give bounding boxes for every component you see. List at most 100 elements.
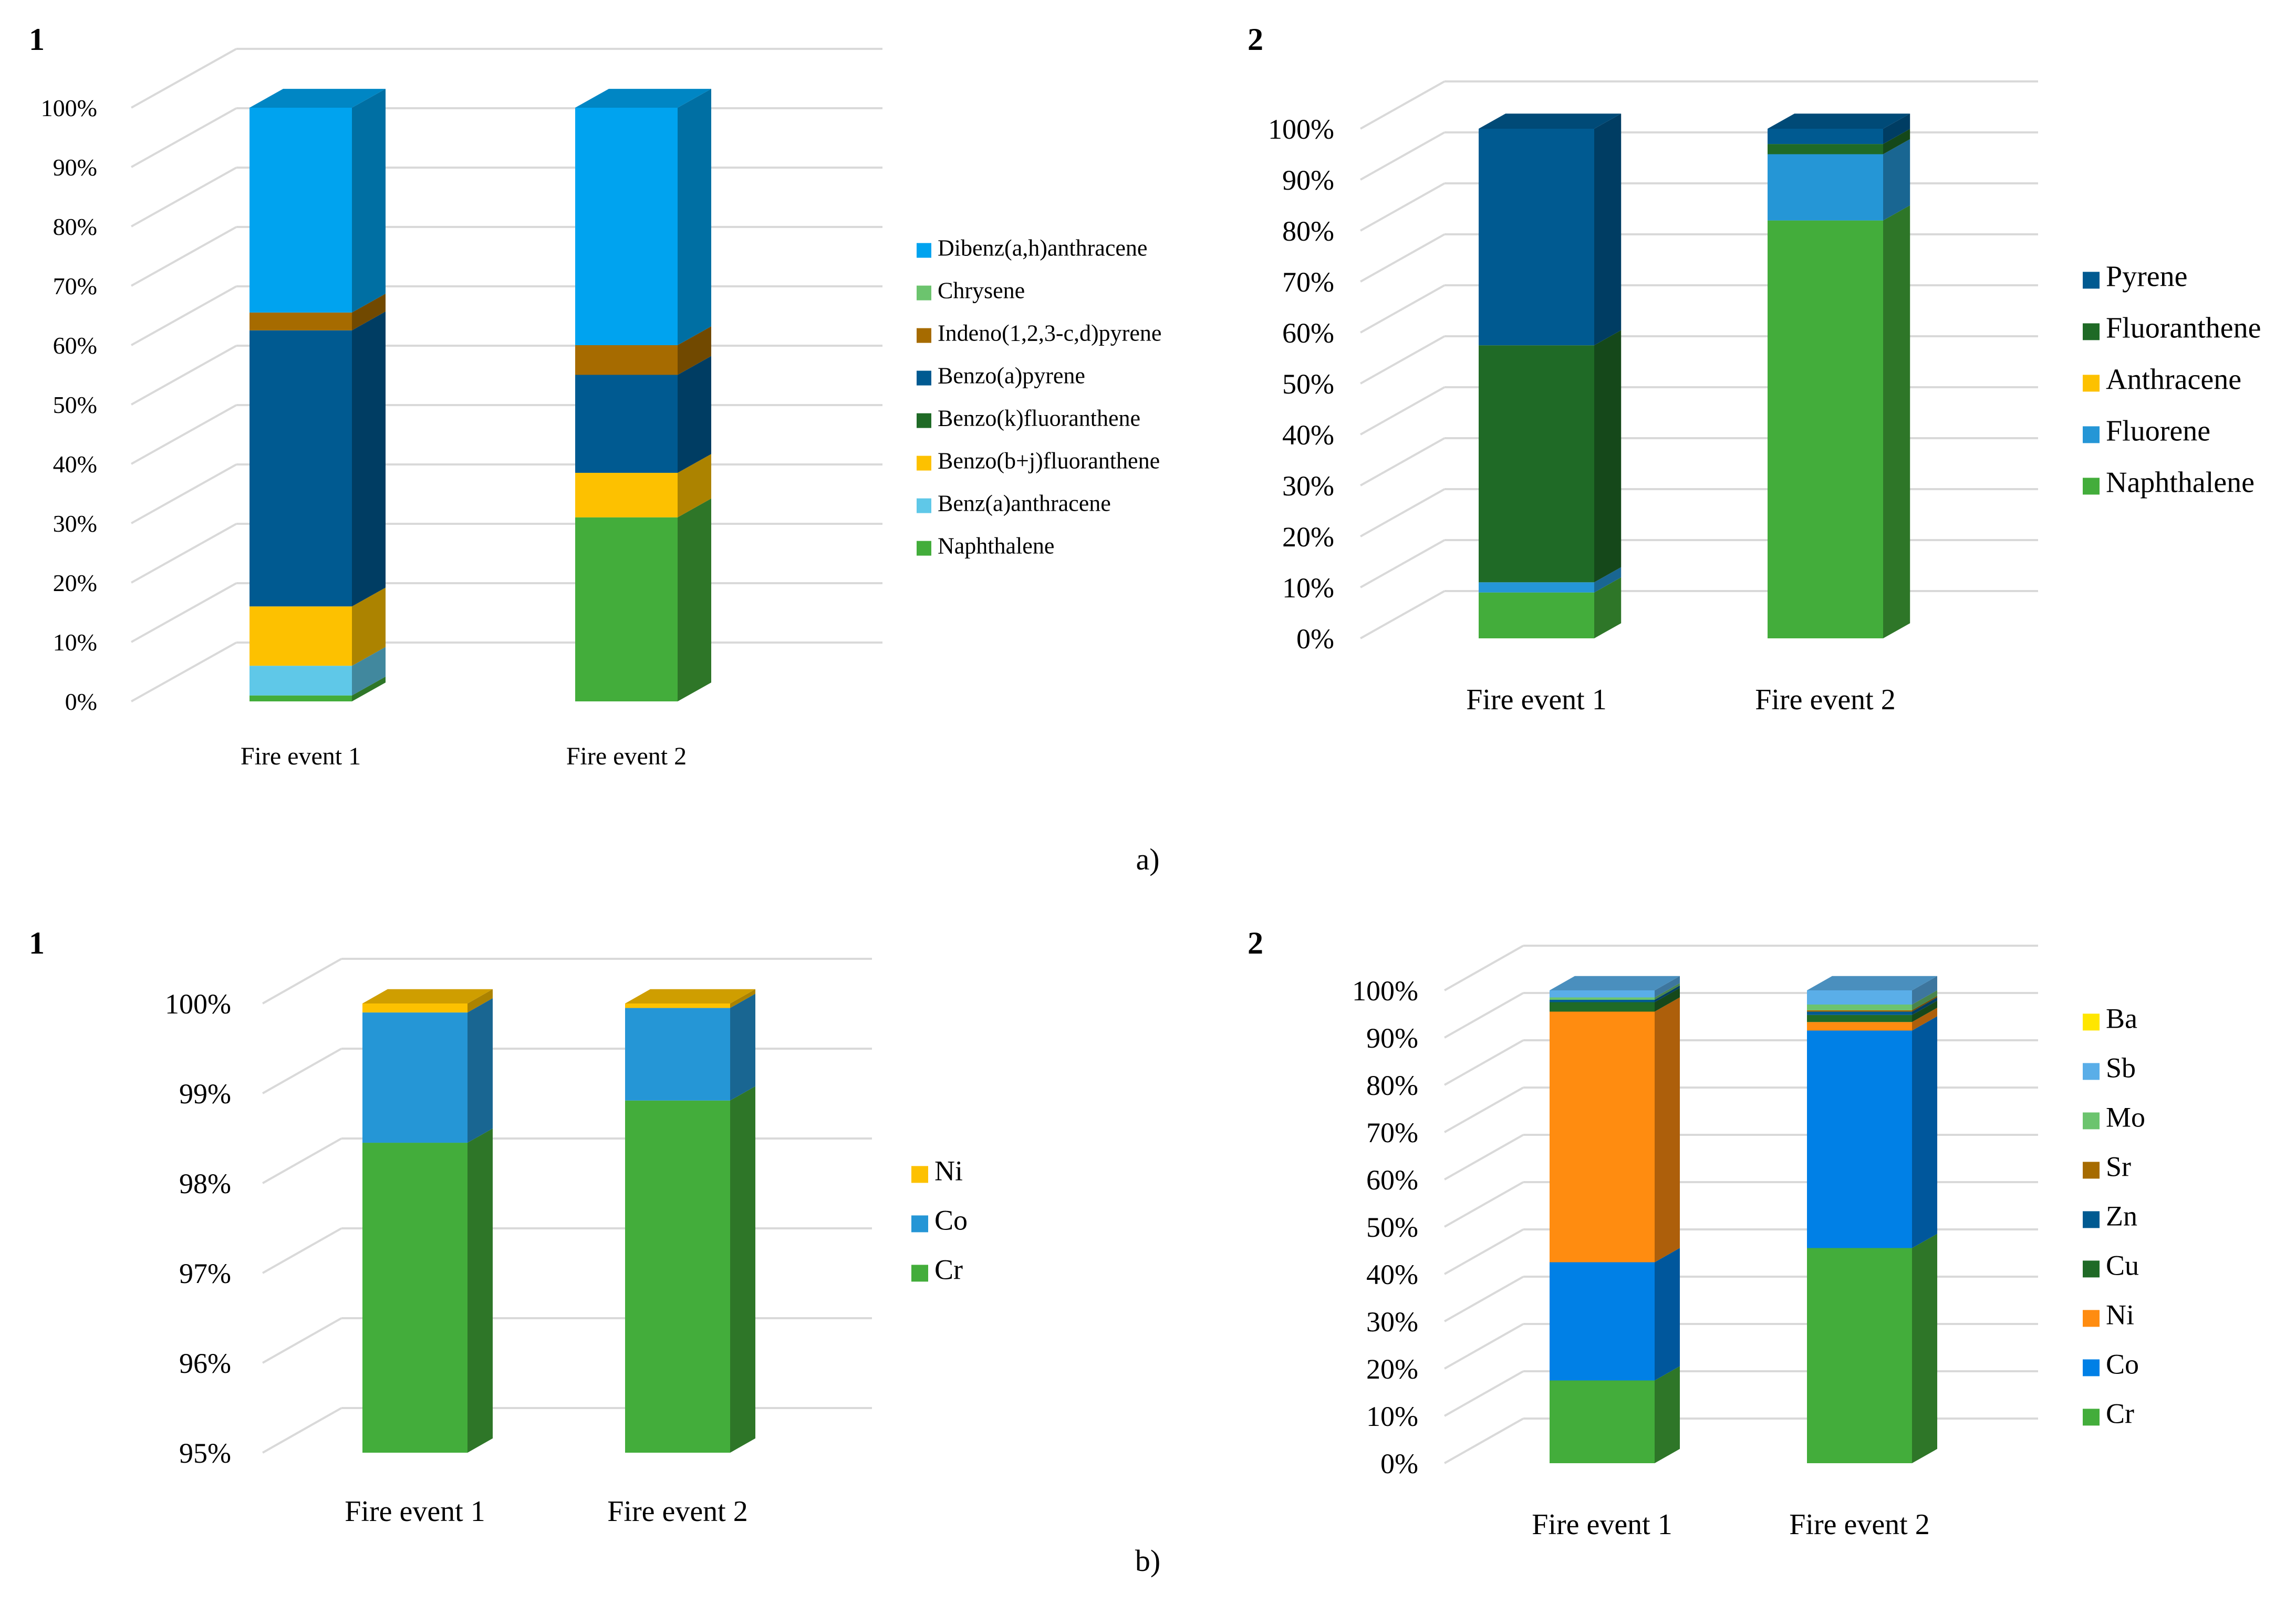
legend-label: Sr [2106, 1151, 2131, 1183]
bar-segment [250, 695, 352, 701]
legend-item: Ni [911, 1155, 963, 1187]
legend-item: Cr [911, 1254, 963, 1286]
bar-segment [625, 1100, 730, 1453]
legend-label: Ni [934, 1155, 963, 1187]
gridline-depth [1444, 945, 1524, 991]
legend-item: Cr [2083, 1398, 2134, 1430]
legend-swatch [2083, 478, 2100, 495]
legend-item: Naphthalene [917, 533, 1054, 558]
bar-segment [250, 606, 352, 666]
bar-segment [1807, 1248, 1912, 1463]
chart-panel-2: 20%10%20%30%40%50%60%70%80%90%100%Fire e… [1248, 22, 2261, 716]
gridline-depth [1360, 488, 1445, 537]
bar-segment-side [730, 989, 755, 1008]
legend-label: Pyrene [2106, 261, 2188, 293]
gridline-depth [1360, 233, 1445, 283]
y-tick-label: 80% [53, 213, 97, 240]
gridline-depth [131, 463, 237, 524]
bar-segment-side [1594, 113, 1622, 346]
y-tick-label: 10% [53, 629, 97, 656]
y-tick-label: 99% [179, 1078, 231, 1110]
bar-segment-side [352, 311, 386, 607]
legend-item: Ni [2083, 1299, 2134, 1331]
bar-segment-side [467, 998, 493, 1143]
y-tick-label: 20% [1366, 1353, 1418, 1385]
legend-swatch [917, 328, 931, 343]
y-tick-label: 60% [1366, 1164, 1418, 1196]
legend-label: Naphthalene [2106, 467, 2255, 499]
gridline-depth [131, 345, 237, 406]
y-tick-label: 100% [41, 95, 97, 121]
legend-label: Zn [2106, 1201, 2137, 1232]
category-label: Fire event 1 [345, 1495, 485, 1528]
bar-segment-side [730, 1086, 755, 1453]
legend-swatch [2083, 1013, 2100, 1031]
bar-segment-side [352, 294, 386, 330]
y-tick-label: 40% [1282, 419, 1334, 451]
gridline-depth [1444, 992, 1524, 1039]
bar-top [1479, 113, 1622, 129]
bar-segment-side [1594, 567, 1622, 593]
y-tick-label: 96% [179, 1348, 231, 1379]
y-tick-label: 90% [53, 154, 97, 181]
legend-item: Pyrene [2083, 261, 2188, 293]
y-tick-label: 70% [1282, 266, 1334, 298]
bar-segment-side [1912, 1000, 1937, 1022]
gridline-depth [131, 48, 237, 109]
bar-segment-side [1912, 990, 1937, 1010]
panel-label: 1 [29, 22, 45, 57]
bar-segment-side [1912, 996, 1937, 1012]
bar-segment [1550, 1002, 1655, 1012]
legend-label: Benz(a)anthracene [938, 490, 1111, 516]
gridline-depth [131, 523, 237, 584]
bar-segment [1479, 592, 1594, 638]
bar-segment [1807, 1015, 1912, 1022]
category-label: Fire event 2 [1789, 1508, 1929, 1541]
legend-label: Naphthalene [938, 533, 1054, 558]
bar-segment [362, 1012, 467, 1143]
legend-swatch [917, 456, 931, 471]
gridline-depth [262, 1048, 342, 1094]
bar-segment [250, 312, 352, 330]
y-tick-label: 30% [1366, 1306, 1418, 1338]
bar-segment [1550, 990, 1655, 998]
legend-item: Sr [2083, 1151, 2131, 1183]
y-tick-label: 50% [53, 391, 97, 418]
legend-label: Benzo(a)pyrene [938, 363, 1085, 388]
legend-label: Chrysene [938, 277, 1025, 303]
legend-swatch [2083, 1409, 2100, 1426]
legend-label: Fluorene [2106, 415, 2210, 448]
legend-swatch [911, 1265, 928, 1282]
legend-swatch [2083, 375, 2100, 392]
legend-label: Ba [2106, 1003, 2137, 1034]
bar-segment-side [1594, 577, 1622, 638]
bar-segment [575, 375, 678, 473]
legend-item: Naphthalene [2083, 467, 2255, 499]
bar-segment-side [1655, 983, 1680, 1000]
category-label: Fire event 1 [241, 742, 361, 770]
bar-top [250, 89, 386, 108]
gridline-depth [1444, 1276, 1524, 1322]
legend-swatch [2083, 1112, 2100, 1130]
bar-segment-side [352, 587, 386, 666]
legend-swatch [2083, 1063, 2100, 1080]
gridline-depth [262, 1317, 342, 1364]
y-tick-label: 95% [179, 1437, 231, 1469]
legend-swatch [917, 498, 931, 513]
bar-segment-side [678, 454, 711, 518]
gridline-depth [262, 1407, 342, 1454]
bar-segment [1479, 582, 1594, 593]
bar-segment-side [1883, 113, 1910, 144]
legend-item: Fluorene [2083, 415, 2210, 448]
bar-segment-side [467, 1128, 493, 1453]
gridline-depth [131, 107, 237, 168]
bar-top [1550, 976, 1680, 990]
y-tick-label: 80% [1282, 215, 1334, 247]
gridline-depth [1444, 1228, 1524, 1275]
bar-segment-side [678, 498, 711, 701]
bar-segment [1807, 1010, 1912, 1012]
y-tick-label: 100% [1352, 975, 1418, 1007]
bar-segment [575, 345, 678, 375]
legend-swatch [2083, 426, 2100, 443]
